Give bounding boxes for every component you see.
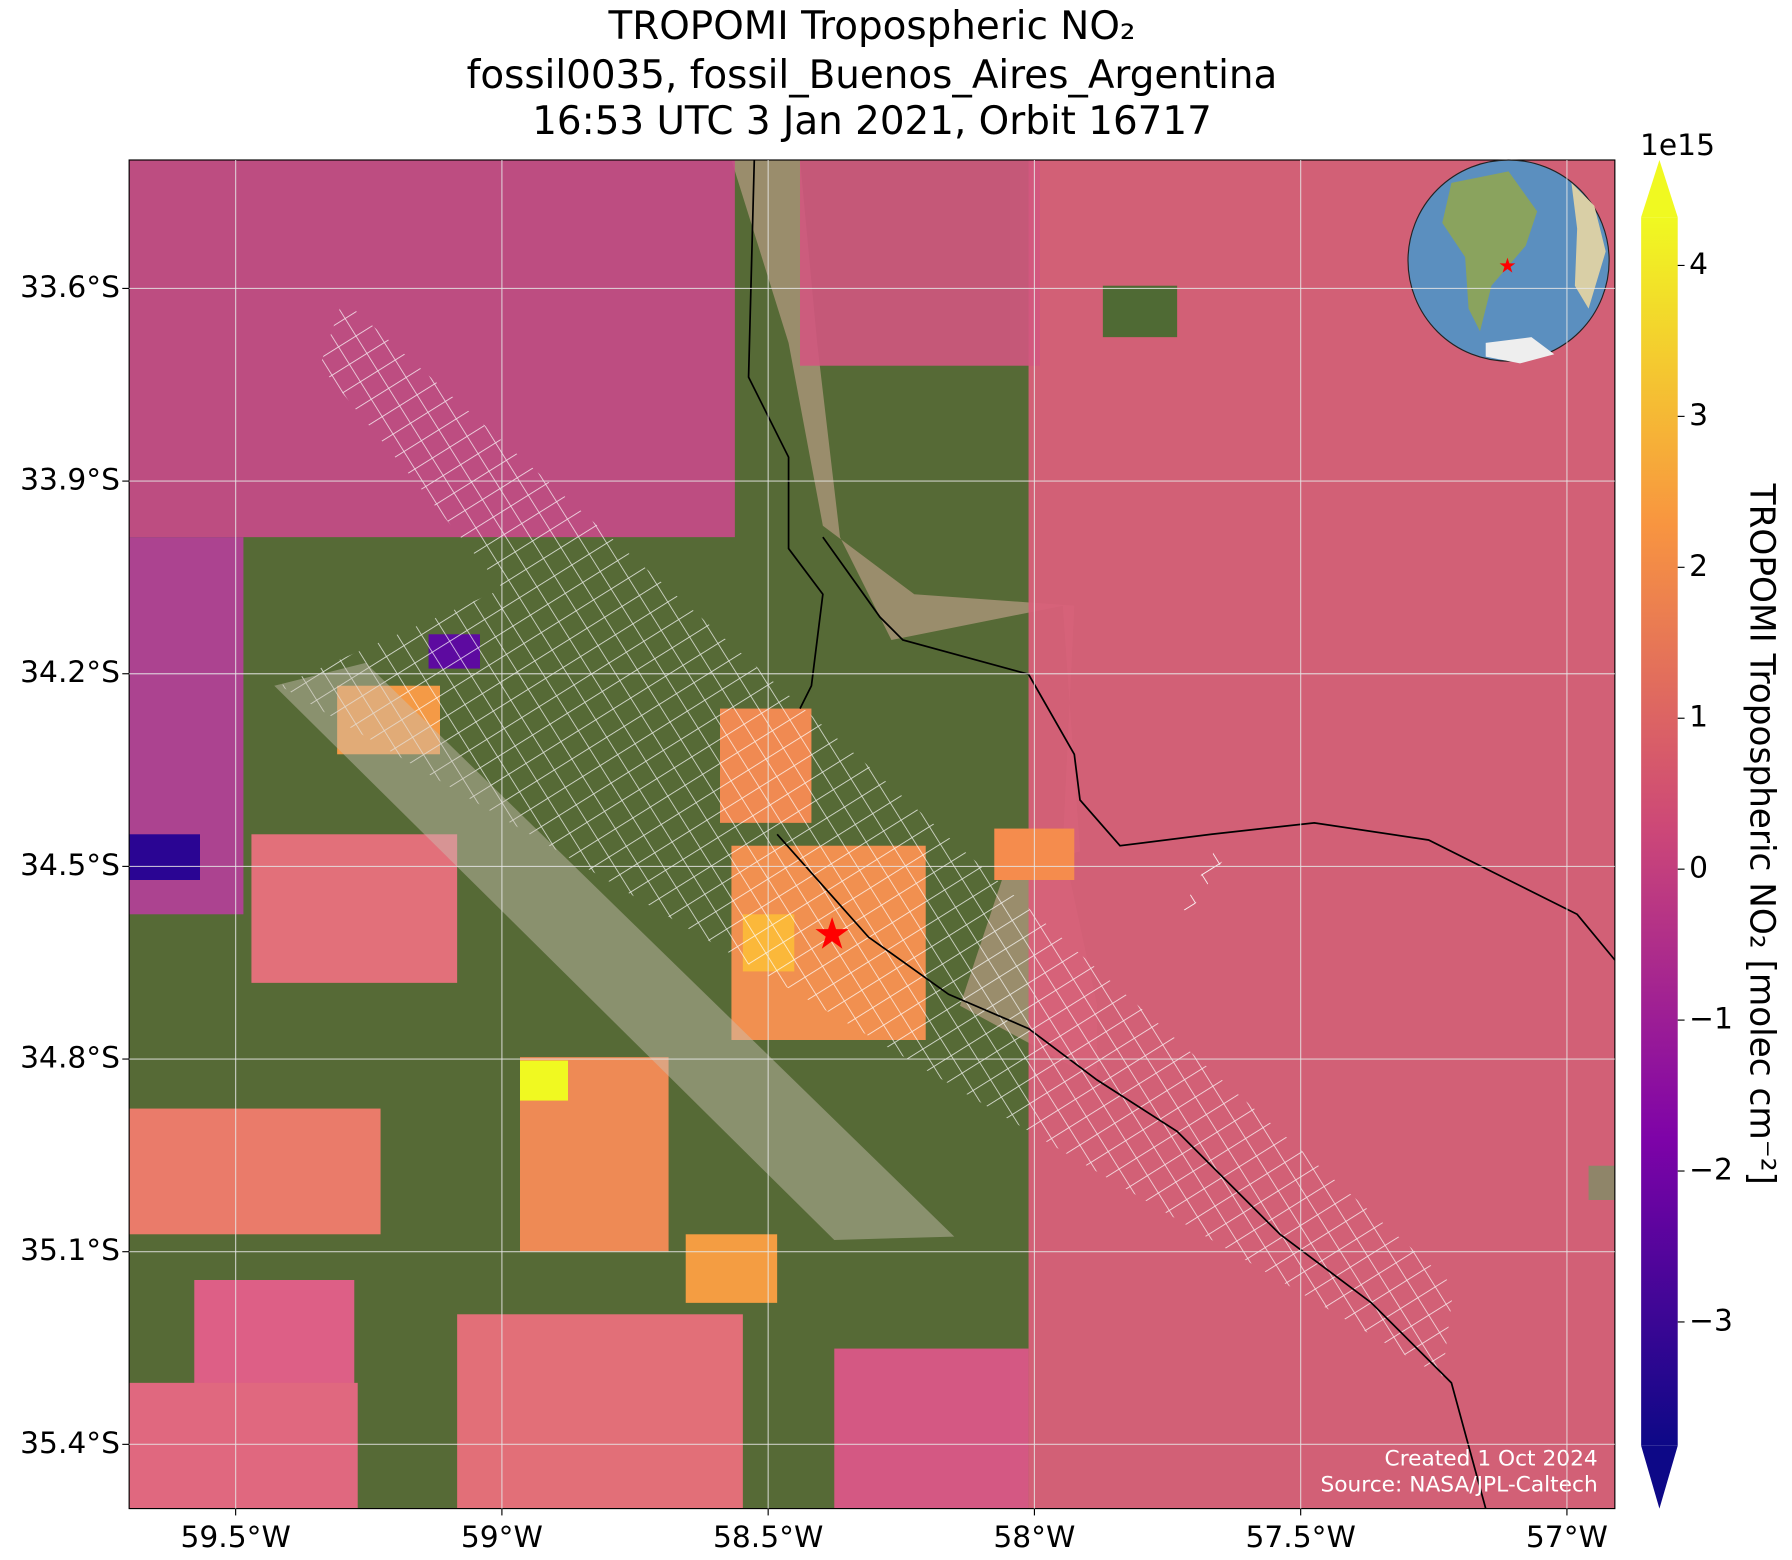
retrieval-pixels: [457, 1314, 743, 1509]
retrieval-pixels: [1028, 160, 1615, 1509]
retrieval-pixels: [520, 1060, 568, 1101]
retrieval-pixels: [129, 1108, 381, 1235]
swath-grid: [1182, 845, 1229, 915]
y-tick-label: 34.2°S: [20, 655, 120, 690]
retrieval-pixels: [129, 1382, 358, 1509]
colorbar-tick-label: 4: [1689, 247, 1708, 282]
colorbar-tick-label: 3: [1689, 398, 1708, 433]
retrieval-pixels: [685, 1234, 778, 1303]
y-tick-label: 34.8°S: [20, 1041, 120, 1076]
x-tick-label: 58.5°W: [713, 1520, 823, 1555]
retrieval-pixels: [1588, 1165, 1615, 1200]
map-layers: [129, 160, 1615, 1509]
colorbar-tick-label: 1: [1689, 700, 1708, 735]
map-frame: [128, 159, 1616, 1510]
globe-star: ★: [1498, 253, 1516, 277]
x-tick-label: 59.5°W: [180, 1520, 290, 1555]
colorbar-tick-label: −3: [1689, 1303, 1733, 1338]
estuary: [731, 160, 1098, 1080]
title-line: fossil0035, fossil_Buenos_Aires_Argentin…: [467, 53, 1278, 98]
globe-land: [1442, 171, 1538, 332]
globe-land: [1571, 182, 1606, 309]
annotation: Created 1 Oct 2024: [1385, 1446, 1598, 1471]
colorbar-tick-label: −2: [1689, 1153, 1733, 1188]
y-tick-label: 33.9°S: [20, 463, 120, 498]
x-tick-label: 57°W: [1526, 1520, 1608, 1555]
site-marker: ★: [813, 910, 852, 960]
colorbar-label: TROPOMI Tropospheric NO₂ [molec cm⁻²]: [1742, 483, 1782, 1185]
retrieval-pixels: [129, 834, 200, 880]
retrieval-pixels: [834, 1348, 1029, 1509]
colorbar-tick-label: −1: [1689, 1002, 1733, 1037]
colorbar-extend-low: [1641, 1445, 1678, 1509]
swath-grid: [274, 662, 955, 1240]
colorbar-offset: 1e15: [1640, 128, 1715, 163]
x-tick-label: 57.5°W: [1245, 1520, 1355, 1555]
x-tick-label: 58°W: [993, 1520, 1075, 1555]
title-line: 16:53 UTC 3 Jan 2021, Orbit 16717: [532, 99, 1212, 144]
annotation: Source: NASA/JPL-Caltech: [1320, 1473, 1597, 1498]
globe-ice: [1485, 337, 1555, 364]
title-line: TROPOMI Tropospheric NO₂: [607, 4, 1135, 49]
retrieval-pixels: [800, 160, 1040, 366]
y-tick-label: 34.5°S: [20, 848, 120, 883]
retrieval-pixels: [251, 834, 458, 983]
colorbar-extend-high: [1641, 160, 1678, 218]
globe-inset: ★: [1407, 159, 1610, 364]
colorbar-tick-label: 0: [1689, 851, 1708, 886]
y-tick-label: 33.6°S: [20, 270, 120, 305]
swath-grid: [280, 299, 1454, 1378]
colorbar: [1641, 217, 1678, 1446]
coastline: [747, 160, 1615, 1509]
colorbar-tick-label: 2: [1689, 549, 1708, 584]
y-tick-label: 35.4°S: [20, 1426, 120, 1461]
land-gap: [1102, 285, 1178, 338]
y-tick-label: 35.1°S: [20, 1233, 120, 1268]
x-tick-label: 59°W: [461, 1520, 543, 1555]
